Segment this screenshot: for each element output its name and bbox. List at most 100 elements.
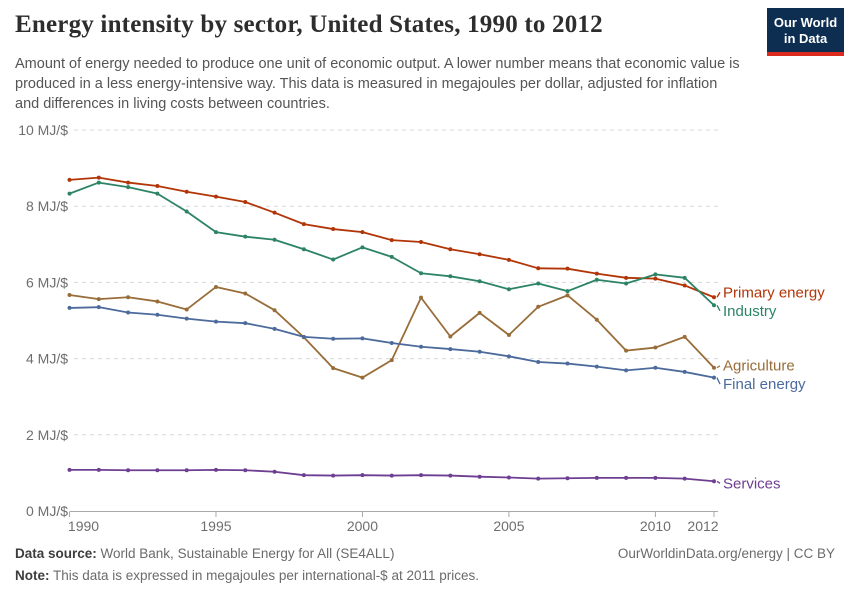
data-point-agriculture[interactable] [331, 366, 336, 371]
data-point-industry[interactable] [419, 271, 424, 276]
data-point-services[interactable] [126, 468, 131, 473]
data-point-final-energy[interactable] [243, 321, 248, 326]
series-label-industry[interactable]: Industry [723, 303, 777, 320]
data-point-primary-energy[interactable] [477, 252, 482, 257]
data-point-services[interactable] [594, 475, 599, 480]
data-point-final-energy[interactable] [301, 334, 306, 339]
data-point-services[interactable] [536, 476, 541, 481]
data-point-primary-energy[interactable] [711, 295, 716, 300]
data-point-industry[interactable] [272, 237, 277, 242]
data-point-primary-energy[interactable] [272, 210, 277, 215]
data-point-final-energy[interactable] [184, 316, 189, 321]
data-point-agriculture[interactable] [126, 295, 131, 300]
data-point-services[interactable] [448, 473, 453, 478]
data-point-final-energy[interactable] [331, 336, 336, 341]
data-point-industry[interactable] [653, 272, 658, 277]
data-point-services[interactable] [155, 468, 160, 473]
data-point-services[interactable] [272, 469, 277, 474]
data-point-industry[interactable] [448, 274, 453, 279]
data-point-primary-energy[interactable] [67, 177, 72, 182]
series-label-final-energy[interactable]: Final energy [723, 376, 806, 393]
data-point-services[interactable] [653, 475, 658, 480]
data-point-primary-energy[interactable] [184, 189, 189, 194]
data-point-agriculture[interactable] [96, 297, 101, 302]
data-point-industry[interactable] [301, 247, 306, 252]
data-point-final-energy[interactable] [624, 368, 629, 373]
data-point-services[interactable] [711, 479, 716, 484]
data-point-final-energy[interactable] [272, 326, 277, 331]
owid-link[interactable]: OurWorldinData.org/energy | CC BY [617, 546, 835, 561]
data-point-services[interactable] [184, 468, 189, 473]
data-point-services[interactable] [67, 467, 72, 472]
data-point-primary-energy[interactable] [301, 222, 306, 227]
data-point-primary-energy[interactable] [565, 266, 570, 271]
data-point-industry[interactable] [594, 277, 599, 282]
series-line-primary-energy[interactable] [69, 176, 715, 299]
data-point-services[interactable] [389, 473, 394, 478]
data-point-final-energy[interactable] [536, 360, 541, 365]
data-point-final-energy[interactable] [477, 349, 482, 354]
data-point-industry[interactable] [184, 209, 189, 214]
data-point-primary-energy[interactable] [419, 240, 424, 245]
data-point-services[interactable] [96, 467, 101, 472]
data-point-services[interactable] [419, 473, 424, 478]
data-point-primary-energy[interactable] [624, 275, 629, 280]
data-point-industry[interactable] [243, 234, 248, 239]
owid-logo[interactable]: Our World in Data [767, 8, 844, 57]
data-point-final-energy[interactable] [360, 336, 365, 341]
data-point-primary-energy[interactable] [506, 257, 511, 262]
data-point-agriculture[interactable] [536, 304, 541, 309]
data-point-agriculture[interactable] [272, 308, 277, 313]
data-point-primary-energy[interactable] [360, 230, 365, 235]
data-point-primary-energy[interactable] [126, 180, 131, 185]
data-point-agriculture[interactable] [213, 284, 218, 289]
data-point-final-energy[interactable] [155, 312, 160, 317]
data-point-final-energy[interactable] [594, 364, 599, 369]
series-label-agriculture[interactable]: Agriculture [723, 358, 795, 375]
data-point-agriculture[interactable] [653, 345, 658, 350]
data-point-final-energy[interactable] [213, 319, 218, 324]
data-point-agriculture[interactable] [682, 334, 687, 339]
data-point-industry[interactable] [155, 191, 160, 196]
data-point-agriculture[interactable] [155, 299, 160, 304]
data-point-agriculture[interactable] [419, 295, 424, 300]
data-point-primary-energy[interactable] [389, 238, 394, 243]
data-point-primary-energy[interactable] [213, 194, 218, 199]
data-point-industry[interactable] [506, 287, 511, 292]
data-point-agriculture[interactable] [711, 365, 716, 370]
data-point-industry[interactable] [389, 254, 394, 259]
data-point-industry[interactable] [213, 230, 218, 235]
series-label-services[interactable]: Services [723, 475, 781, 492]
data-point-final-energy[interactable] [448, 347, 453, 352]
data-point-services[interactable] [360, 473, 365, 478]
data-point-industry[interactable] [126, 185, 131, 190]
data-point-services[interactable] [506, 475, 511, 480]
data-point-primary-energy[interactable] [682, 283, 687, 288]
data-point-agriculture[interactable] [360, 375, 365, 380]
data-point-primary-energy[interactable] [448, 247, 453, 252]
data-point-primary-energy[interactable] [155, 184, 160, 189]
data-point-primary-energy[interactable] [96, 175, 101, 180]
data-point-final-energy[interactable] [67, 305, 72, 310]
data-point-final-energy[interactable] [506, 354, 511, 359]
data-point-services[interactable] [213, 467, 218, 472]
data-point-services[interactable] [331, 473, 336, 478]
data-point-services[interactable] [624, 475, 629, 480]
data-point-industry[interactable] [711, 303, 716, 308]
data-point-industry[interactable] [360, 245, 365, 250]
data-point-industry[interactable] [477, 279, 482, 284]
data-point-final-energy[interactable] [653, 365, 658, 370]
data-point-agriculture[interactable] [389, 358, 394, 363]
data-point-agriculture[interactable] [477, 310, 482, 315]
data-point-industry[interactable] [682, 275, 687, 280]
data-point-services[interactable] [682, 476, 687, 481]
data-point-final-energy[interactable] [565, 361, 570, 366]
data-point-industry[interactable] [67, 191, 72, 196]
data-point-agriculture[interactable] [594, 317, 599, 322]
data-point-agriculture[interactable] [624, 348, 629, 353]
data-point-agriculture[interactable] [184, 307, 189, 312]
data-point-services[interactable] [243, 468, 248, 473]
series-label-primary-energy[interactable]: Primary energy [723, 284, 825, 301]
series-line-agriculture[interactable] [69, 286, 715, 379]
data-point-services[interactable] [477, 474, 482, 479]
